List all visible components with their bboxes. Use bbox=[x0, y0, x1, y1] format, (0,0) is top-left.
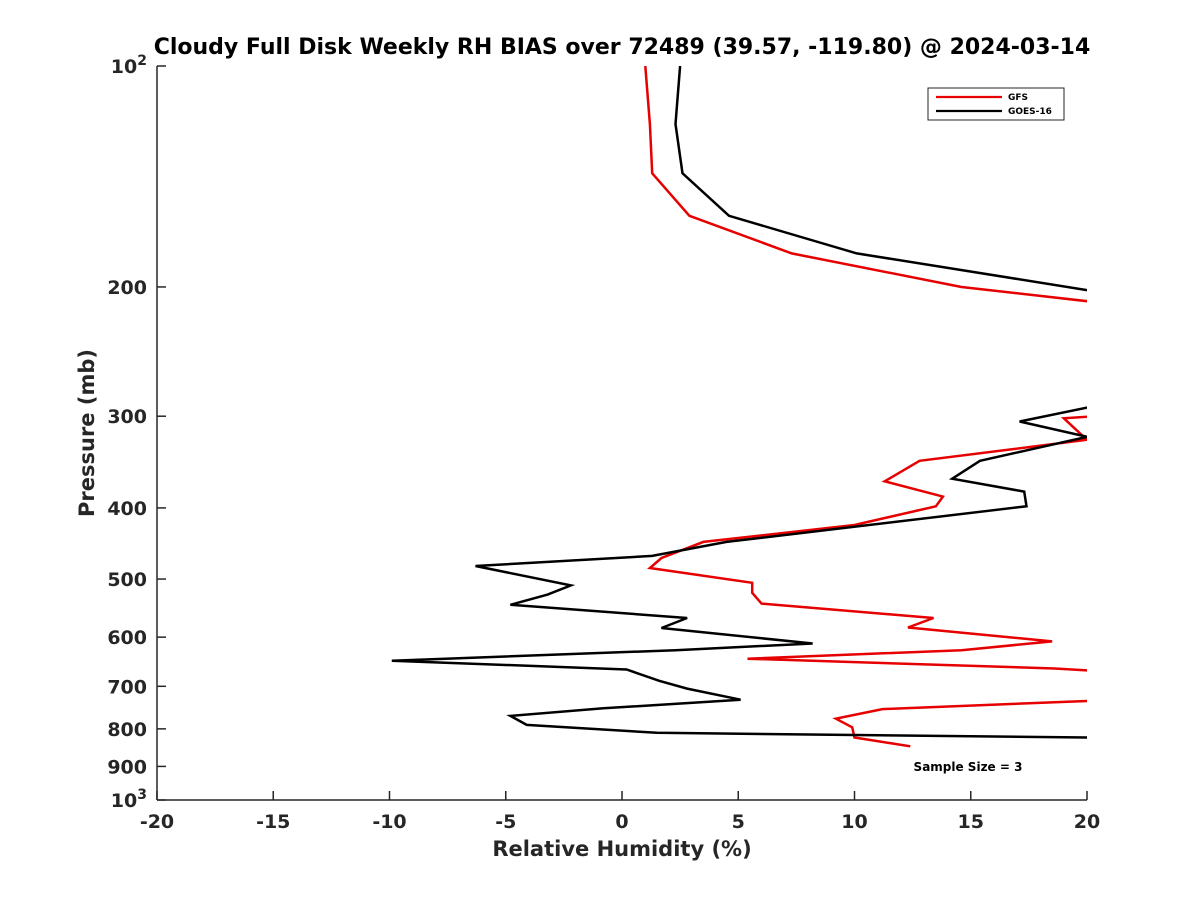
sample-size-annotation: Sample Size = 3 bbox=[914, 760, 1023, 774]
series-layer bbox=[391, 66, 1087, 748]
y-tick-label: 200 bbox=[107, 277, 147, 299]
y-tick-label: 900 bbox=[107, 756, 147, 778]
x-tick-label: 20 bbox=[1074, 811, 1100, 833]
legend-box bbox=[927, 87, 1065, 121]
x-tick-labels: -20 -15 -10 -5 0 5 10 15 20 bbox=[140, 791, 1100, 833]
y-tick-label: 103 bbox=[111, 787, 147, 812]
x-tick-label: 0 bbox=[615, 811, 628, 833]
legend: GFS GOES-16 bbox=[927, 87, 1065, 121]
x-tick-label: -20 bbox=[140, 811, 174, 833]
y-tick-label: 800 bbox=[107, 719, 147, 741]
y-tick-label: 600 bbox=[107, 627, 147, 649]
series-line-gfs bbox=[644, 66, 1087, 748]
y-tick-label: 500 bbox=[107, 569, 147, 591]
chart-title: Cloudy Full Disk Weekly RH BIAS over 724… bbox=[154, 35, 1091, 60]
x-tick-label: 10 bbox=[841, 811, 867, 833]
y-axis-label: Pressure (mb) bbox=[75, 349, 99, 517]
y-tick-label: 700 bbox=[107, 676, 147, 698]
y-tick-label: 300 bbox=[107, 406, 147, 428]
series-line-goes16 bbox=[391, 66, 1087, 739]
y-tick-label: 400 bbox=[107, 498, 147, 520]
x-tick-label: 15 bbox=[958, 811, 984, 833]
x-axis-label: Relative Humidity (%) bbox=[492, 837, 751, 861]
y-tick-label: 102 bbox=[111, 53, 147, 78]
y-tick-labels: 102 200 300 400 500 600 700 800 900 103 bbox=[107, 53, 166, 812]
legend-label-gfs: GFS bbox=[1008, 93, 1028, 103]
legend-label-goes16: GOES-16 bbox=[1008, 107, 1052, 117]
x-tick-label: 5 bbox=[732, 811, 745, 833]
x-tick-label: -5 bbox=[495, 811, 516, 833]
x-tick-label: -10 bbox=[372, 811, 406, 833]
axes bbox=[156, 66, 1087, 801]
x-tick-label: -15 bbox=[256, 811, 290, 833]
